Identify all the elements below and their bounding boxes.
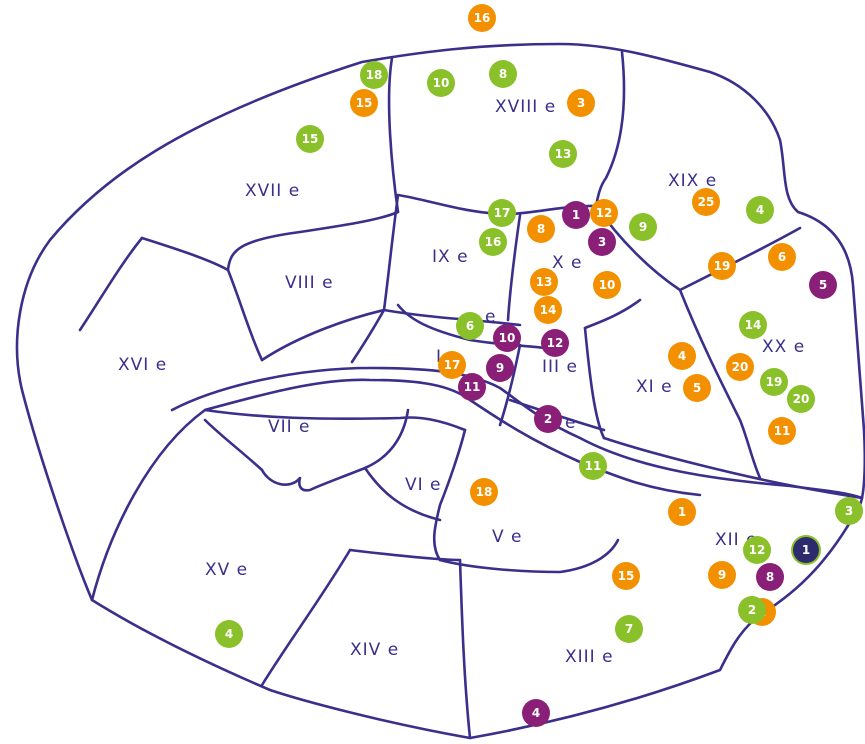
map-marker[interactable]: 25 <box>692 188 720 216</box>
map-marker[interactable]: 12 <box>541 329 569 357</box>
map-marker[interactable]: 4 <box>668 342 696 370</box>
district-label-vi: VI e <box>405 475 442 495</box>
city-boundary <box>15 42 865 740</box>
district-label-xviii: XVIII e <box>495 97 556 117</box>
line-xii-xx <box>602 436 864 500</box>
district-label-xvii: XVII e <box>245 181 300 201</box>
line-xi-west <box>583 326 606 440</box>
map-marker[interactable]: 5 <box>809 271 837 299</box>
map-marker[interactable]: 12 <box>590 199 618 227</box>
line-viii-xvii <box>226 210 400 272</box>
district-label-iv: e <box>565 413 576 433</box>
line-x-xi <box>583 298 642 330</box>
map-marker[interactable]: 16 <box>468 4 496 32</box>
line-vii-north <box>203 408 467 432</box>
line-xiv-xiii <box>458 558 472 740</box>
map-marker[interactable]: 10 <box>593 271 621 299</box>
map-marker[interactable]: 14 <box>534 296 562 324</box>
line-xvi-xvii <box>140 236 230 272</box>
district-label-xiv: XIV e <box>350 640 399 660</box>
map-marker[interactable]: 5 <box>683 374 711 402</box>
map-marker[interactable]: 19 <box>708 252 736 280</box>
map-marker[interactable]: 9 <box>708 561 736 589</box>
map-marker[interactable]: 17 <box>488 199 516 227</box>
line-viii-west <box>226 268 264 362</box>
map-marker[interactable]: 11 <box>458 373 486 401</box>
map-marker[interactable]: 11 <box>579 452 607 480</box>
map-marker[interactable]: 10 <box>427 69 455 97</box>
map-marker[interactable]: 3 <box>567 89 595 117</box>
district-label-vii: VII e <box>268 417 311 437</box>
district-label-xiii: XIII e <box>565 647 614 667</box>
map-marker[interactable]: 4 <box>215 620 243 648</box>
district-label-xix: XIX e <box>668 171 717 191</box>
line-xiii-west <box>348 548 462 562</box>
line-xviii-xix <box>594 50 626 208</box>
line-iii-west <box>498 343 522 427</box>
district-label-viii: VIII e <box>285 273 334 293</box>
line-xix-xx <box>678 288 762 480</box>
map-marker[interactable]: 8 <box>489 60 517 88</box>
district-label-x: X e <box>552 253 583 273</box>
district-label-v: V e <box>492 527 523 547</box>
line-vi-west <box>363 466 442 522</box>
map-marker[interactable]: 4 <box>746 196 774 224</box>
map-marker[interactable]: 6 <box>456 312 484 340</box>
line-xvii-xviii <box>387 56 400 214</box>
map-marker[interactable]: 6 <box>768 243 796 271</box>
map-marker[interactable]: 2 <box>738 596 766 624</box>
map-marker[interactable]: 9 <box>486 354 514 382</box>
district-label-xx: XX e <box>762 337 805 357</box>
map-marker[interactable]: 15 <box>296 125 324 153</box>
district-label-i: I <box>436 347 442 367</box>
map-marker[interactable]: 1 <box>562 201 590 229</box>
line-i-west <box>350 308 386 364</box>
district-label-iii: III e <box>542 357 578 377</box>
map-marker[interactable]: 10 <box>493 324 521 352</box>
line-vii-vi <box>203 408 410 492</box>
map-marker[interactable]: 18 <box>470 478 498 506</box>
map-marker[interactable]: 2 <box>534 405 562 433</box>
map-marker[interactable]: 13 <box>549 140 577 168</box>
map-marker[interactable]: 15 <box>612 562 640 590</box>
map-marker[interactable]: 13 <box>530 268 558 296</box>
map-marker[interactable]: 1 <box>793 537 819 563</box>
district-label-xv: XV e <box>205 560 248 580</box>
map-marker[interactable]: 11 <box>768 417 796 445</box>
map-marker[interactable]: 8 <box>756 563 784 591</box>
map-marker[interactable]: 7 <box>615 615 643 643</box>
line-v-south <box>438 538 620 574</box>
map-marker[interactable]: 17 <box>438 351 466 379</box>
map-marker[interactable]: 4 <box>522 699 550 727</box>
map-marker[interactable]: 18 <box>360 61 388 89</box>
line-ix-south <box>382 308 522 327</box>
seine-lower-bank <box>90 378 702 602</box>
map-marker[interactable]: 19 <box>760 368 788 396</box>
map-marker[interactable]: 12 <box>743 536 771 564</box>
line-vi-v <box>432 428 467 562</box>
map-marker[interactable]: 16 <box>479 228 507 256</box>
map-marker[interactable]: 3 <box>835 497 863 525</box>
line-xv-xiv <box>260 548 352 687</box>
district-label-xi: XI e <box>636 377 673 397</box>
line-viii-south <box>260 308 386 362</box>
map-marker[interactable]: 15 <box>350 89 378 117</box>
map-marker[interactable]: 8 <box>527 215 555 243</box>
district-label-xvi: XVI e <box>118 355 167 375</box>
line-ix-west <box>382 193 400 312</box>
map-marker[interactable]: 1 <box>668 498 696 526</box>
map-marker[interactable]: 20 <box>726 353 754 381</box>
line-x-west <box>506 213 522 322</box>
map-marker[interactable]: 3 <box>588 228 616 256</box>
district-label-ii: e <box>485 307 496 327</box>
line-xvi-viii <box>78 236 144 332</box>
map-marker[interactable]: 14 <box>739 311 767 339</box>
map-marker[interactable]: 9 <box>629 213 657 241</box>
map-marker[interactable]: 20 <box>787 385 815 413</box>
district-label-ix: IX e <box>432 247 469 267</box>
